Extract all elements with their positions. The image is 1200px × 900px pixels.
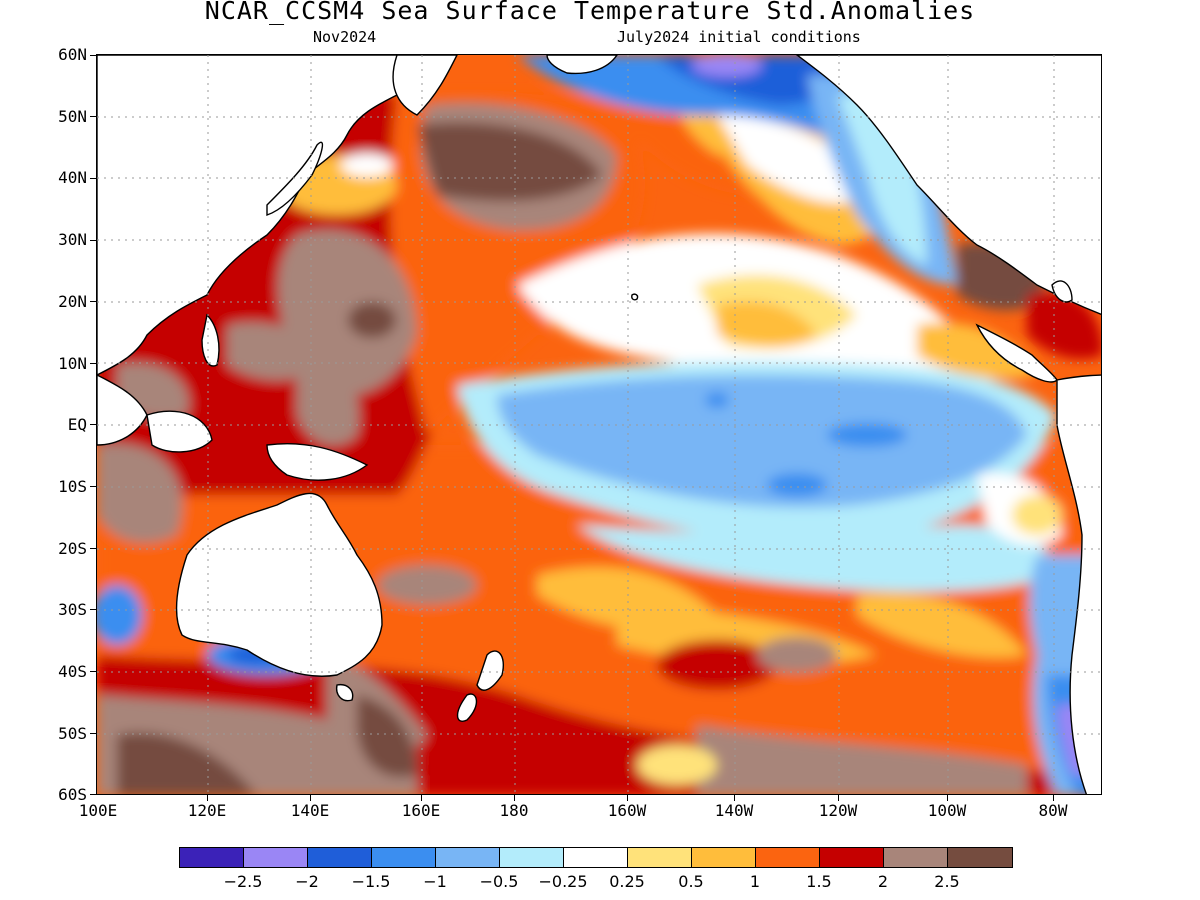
forecast-month: Nov2024 [313,28,377,46]
lat-tick [90,240,96,241]
colorbar-label: −0.5 [479,872,519,891]
colorbar-swatch [948,848,1012,867]
chart-title: NCAR_CCSM4 Sea Surface Temperature Std.A… [204,0,976,25]
lat-label: 50N [58,107,87,126]
lat-label: 20S [58,539,87,558]
lon-label: 80W [1038,801,1068,820]
lon-tick [734,795,735,801]
lon-tick [947,795,948,801]
lat-tick [90,733,96,734]
colorbar-swatch [500,848,564,867]
lat-tick [90,116,96,117]
colorbar-swatch [692,848,756,867]
colorbar-swatch [628,848,692,867]
colorbar-swatch [372,848,436,867]
colorbar-swatch [884,848,948,867]
colorbar-swatch [244,848,308,867]
lon-tick [207,795,208,801]
lat-label: 20N [58,292,87,311]
colorbar-label: 2 [877,872,889,891]
colorbar-label: −2.5 [223,872,263,891]
lon-label: 160E [401,801,441,820]
colorbar-swatch [820,848,884,867]
lon-tick [838,795,839,801]
lat-tick [90,55,96,56]
grid-lines [97,55,1101,794]
colorbar [179,847,1013,868]
lat-label: EQ [67,415,87,434]
lat-label: 10N [58,354,87,373]
lon-label: 100E [78,801,118,820]
lat-tick [90,794,96,795]
lat-tick [90,301,96,302]
map-canvas [97,55,1101,794]
lat-label: 40N [58,168,87,187]
colorbar-label: 1 [749,872,761,891]
colorbar-label: 2.5 [934,872,960,891]
colorbar-label: −0.25 [538,872,588,891]
lon-tick [421,795,422,801]
lat-label: 10S [58,477,87,496]
colorbar-label: 0.25 [609,872,645,891]
colorbar-swatch [564,848,628,867]
lon-tick [627,795,628,801]
lon-label: 120E [187,801,227,820]
lon-label: 140W [714,801,754,820]
colorbar-swatch [756,848,820,867]
lat-tick [90,486,96,487]
colorbar-swatch [308,848,372,867]
colorbar-swatch [436,848,500,867]
lon-label: 140E [290,801,330,820]
lon-tick [514,795,515,801]
lat-label: 50S [58,724,87,743]
colorbar-label: 0.5 [678,872,704,891]
land-masses [97,55,1101,794]
colorbar-label: −2 [295,872,319,891]
colorbar-swatch [180,848,244,867]
lat-tick [90,363,96,364]
lat-label: 40S [58,662,87,681]
lat-tick [90,424,96,425]
lon-tick [310,795,311,801]
lat-label: 60N [58,45,87,64]
lon-tick [1053,795,1054,801]
lat-label: 30S [58,600,87,619]
lat-label: 30N [58,230,87,249]
lat-tick [90,178,96,179]
lon-label: 160W [607,801,647,820]
colorbar-label: −1 [423,872,447,891]
colorbar-label: 1.5 [806,872,832,891]
sst-anomaly-map [96,54,1102,795]
lon-label: 180 [499,801,529,820]
colorbar-label: −1.5 [351,872,391,891]
lat-tick [90,609,96,610]
lat-label: 60S [58,785,87,804]
lon-label: 120W [818,801,858,820]
lat-tick [90,548,96,549]
lat-tick [90,671,96,672]
lon-label: 100W [927,801,967,820]
initial-conditions: July2024 initial conditions [617,28,861,46]
